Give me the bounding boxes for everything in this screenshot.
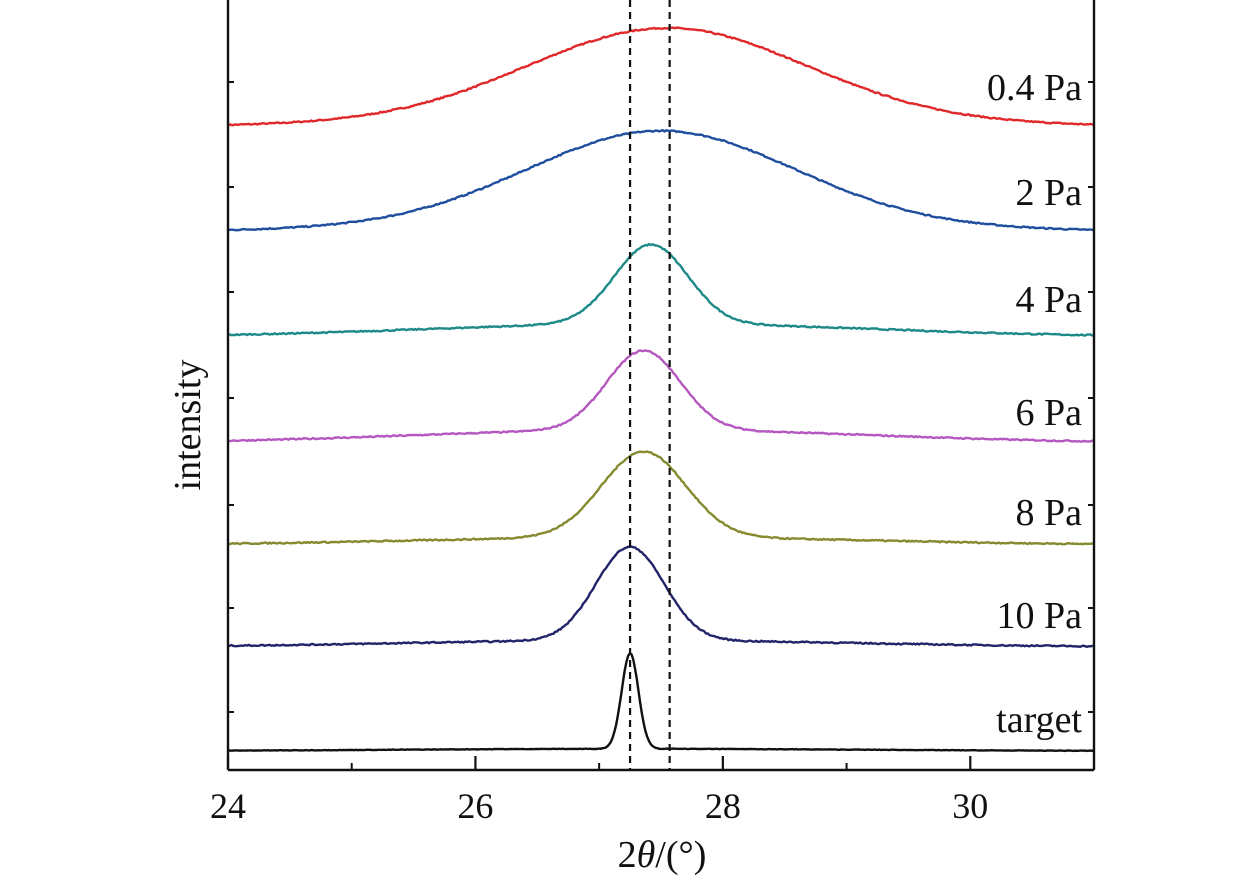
x-axis-title: 2θ/(°) bbox=[618, 834, 707, 876]
axis-ticks: 24 26 28 30 bbox=[210, 81, 1094, 826]
x-tick-label: 30 bbox=[952, 786, 988, 826]
series-label: 2 Pa bbox=[1016, 172, 1083, 214]
series-line-target bbox=[228, 652, 1095, 753]
y-axis-title: intensity bbox=[167, 360, 209, 491]
series-line-6-Pa bbox=[227, 349, 1095, 443]
series-label: 6 Pa bbox=[1016, 392, 1083, 434]
x-tick-label: 28 bbox=[705, 786, 741, 826]
series-labels: 0.4 Pa 2 Pa 4 Pa 6 Pa 8 Pa 10 Pa target bbox=[987, 67, 1082, 741]
series-line-8-Pa bbox=[227, 450, 1095, 546]
plot-frame bbox=[226, 0, 1096, 772]
series-label: 0.4 Pa bbox=[987, 67, 1082, 109]
series-label: target bbox=[996, 699, 1082, 741]
series-label: 4 Pa bbox=[1016, 279, 1083, 321]
series-line-4-Pa bbox=[227, 242, 1095, 337]
x-tick-label: 24 bbox=[210, 786, 246, 826]
series-line-10-Pa bbox=[227, 545, 1095, 648]
x-tick-label: 26 bbox=[457, 786, 493, 826]
curves-layer bbox=[227, 26, 1095, 753]
series-line-2-Pa bbox=[228, 128, 1095, 232]
reference-lines bbox=[628, 0, 671, 770]
series-line-0_4-Pa bbox=[227, 26, 1095, 127]
series-label: 10 Pa bbox=[997, 595, 1083, 637]
series-label: 8 Pa bbox=[1016, 492, 1083, 534]
